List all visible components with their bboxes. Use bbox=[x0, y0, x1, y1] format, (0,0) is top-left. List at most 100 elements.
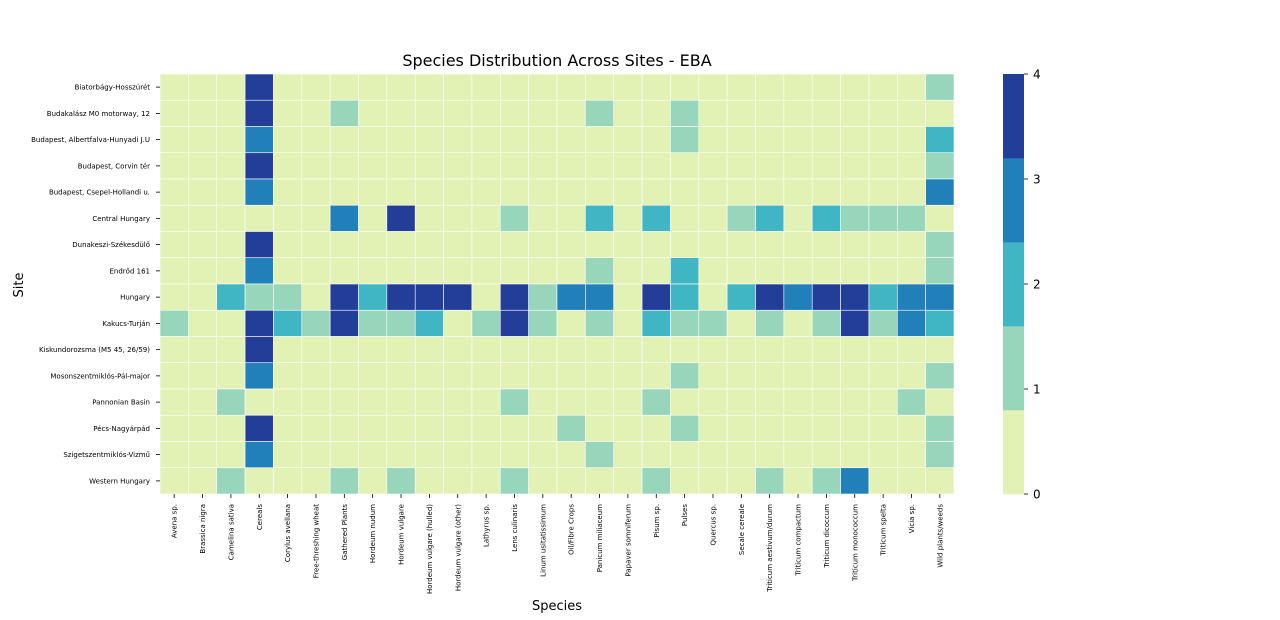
heatmap-cell bbox=[301, 283, 331, 311]
heatmap-cell bbox=[641, 362, 671, 390]
heatmap-cell bbox=[868, 467, 898, 495]
heatmap-cell bbox=[443, 414, 473, 442]
heatmap-cell bbox=[670, 204, 700, 232]
heatmap-cell bbox=[329, 336, 359, 364]
heatmap-cell bbox=[896, 99, 926, 127]
heatmap-cell bbox=[641, 152, 671, 180]
heatmap-cell bbox=[528, 467, 558, 495]
heatmap-cell bbox=[755, 257, 785, 285]
heatmap-cell bbox=[301, 231, 331, 259]
heatmap-cell bbox=[188, 231, 218, 259]
heatmap-cell bbox=[726, 388, 756, 416]
x-tick-label: Vicia sp. bbox=[908, 504, 916, 533]
chart-title: Species Distribution Across Sites - EBA bbox=[402, 51, 711, 70]
heatmap-cell bbox=[159, 99, 189, 127]
heatmap-cell bbox=[329, 178, 359, 206]
x-tick-label: Hordeum vulgare bbox=[398, 504, 406, 565]
heatmap-cell bbox=[499, 99, 529, 127]
heatmap-cells bbox=[159, 73, 955, 495]
heatmap-cell bbox=[301, 204, 331, 232]
heatmap-cell bbox=[414, 441, 444, 469]
heatmap-cell bbox=[386, 309, 416, 337]
heatmap-cell bbox=[188, 388, 218, 416]
heatmap-cell bbox=[528, 99, 558, 127]
heatmap-cell bbox=[726, 73, 756, 101]
heatmap-cell bbox=[471, 283, 501, 311]
heatmap-cell bbox=[499, 126, 529, 154]
heatmap-cell bbox=[585, 257, 615, 285]
y-tick-label: Budapest, Csepel-Hollandi u. bbox=[49, 189, 150, 197]
heatmap-cell bbox=[443, 99, 473, 127]
heatmap-cell bbox=[670, 257, 700, 285]
heatmap-cell bbox=[188, 309, 218, 337]
heatmap-cell bbox=[273, 178, 303, 206]
heatmap-cell bbox=[471, 152, 501, 180]
heatmap-cell bbox=[358, 152, 388, 180]
x-tick-label: Linum usitatissimum bbox=[539, 504, 547, 577]
x-tick-labels: Avena sp. Brassica nigra Camelina sativa Ce… bbox=[171, 494, 944, 594]
heatmap-cell bbox=[386, 204, 416, 232]
heatmap-cell bbox=[840, 441, 870, 469]
heatmap-cell bbox=[840, 126, 870, 154]
heatmap-cell bbox=[471, 204, 501, 232]
heatmap-cell bbox=[329, 99, 359, 127]
heatmap-cell bbox=[216, 362, 246, 390]
heatmap-cell bbox=[613, 309, 643, 337]
heatmap-cell bbox=[726, 414, 756, 442]
heatmap-cell bbox=[868, 99, 898, 127]
heatmap-cell bbox=[499, 467, 529, 495]
heatmap-cell bbox=[585, 283, 615, 311]
heatmap-cell bbox=[216, 283, 246, 311]
heatmap-cell bbox=[301, 99, 331, 127]
heatmap-cell bbox=[386, 126, 416, 154]
heatmap-cell bbox=[443, 362, 473, 390]
heatmap-cell bbox=[216, 152, 246, 180]
heatmap-cell bbox=[896, 336, 926, 364]
heatmap-cell bbox=[499, 178, 529, 206]
heatmap-cell bbox=[641, 336, 671, 364]
heatmap-cell bbox=[925, 99, 955, 127]
heatmap-cell bbox=[443, 204, 473, 232]
heatmap-cell bbox=[358, 126, 388, 154]
heatmap-cell bbox=[556, 257, 586, 285]
heatmap-cell bbox=[840, 336, 870, 364]
heatmap-cell bbox=[556, 467, 586, 495]
heatmap-cell bbox=[840, 178, 870, 206]
heatmap-cell bbox=[641, 73, 671, 101]
heatmap-cell bbox=[244, 309, 274, 337]
heatmap-cell bbox=[556, 152, 586, 180]
heatmap-cell bbox=[755, 178, 785, 206]
heatmap-cell bbox=[471, 336, 501, 364]
heatmap-cell bbox=[273, 152, 303, 180]
heatmap-cell bbox=[698, 126, 728, 154]
heatmap-cell bbox=[273, 99, 303, 127]
x-tick-label: Brassica nigra bbox=[199, 504, 207, 554]
y-tick-label: Kakucs-Turján bbox=[102, 320, 150, 328]
heatmap-cell bbox=[726, 257, 756, 285]
heatmap-cell bbox=[896, 231, 926, 259]
heatmap-cell bbox=[386, 99, 416, 127]
heatmap-cell bbox=[896, 204, 926, 232]
heatmap-cell bbox=[556, 414, 586, 442]
x-tick-label: Pulses bbox=[681, 504, 689, 526]
heatmap-cell bbox=[868, 204, 898, 232]
heatmap-cell bbox=[755, 283, 785, 311]
heatmap-cell bbox=[159, 231, 189, 259]
heatmap-cell bbox=[868, 178, 898, 206]
heatmap-cell bbox=[613, 467, 643, 495]
heatmap-cell bbox=[868, 126, 898, 154]
heatmap-cell bbox=[414, 231, 444, 259]
heatmap-cell bbox=[443, 73, 473, 101]
heatmap-cell bbox=[783, 257, 813, 285]
heatmap-cell bbox=[358, 231, 388, 259]
heatmap-cell bbox=[216, 99, 246, 127]
heatmap-cell bbox=[726, 126, 756, 154]
heatmap-cell bbox=[244, 73, 274, 101]
heatmap-cell bbox=[641, 126, 671, 154]
heatmap-cell bbox=[414, 283, 444, 311]
heatmap-cell bbox=[499, 336, 529, 364]
x-tick-label: Oil/Fibre Crops bbox=[568, 504, 576, 555]
heatmap-cell bbox=[698, 178, 728, 206]
x-tick-label: Triticum aestivum/durum bbox=[766, 504, 774, 593]
heatmap-cell bbox=[329, 126, 359, 154]
